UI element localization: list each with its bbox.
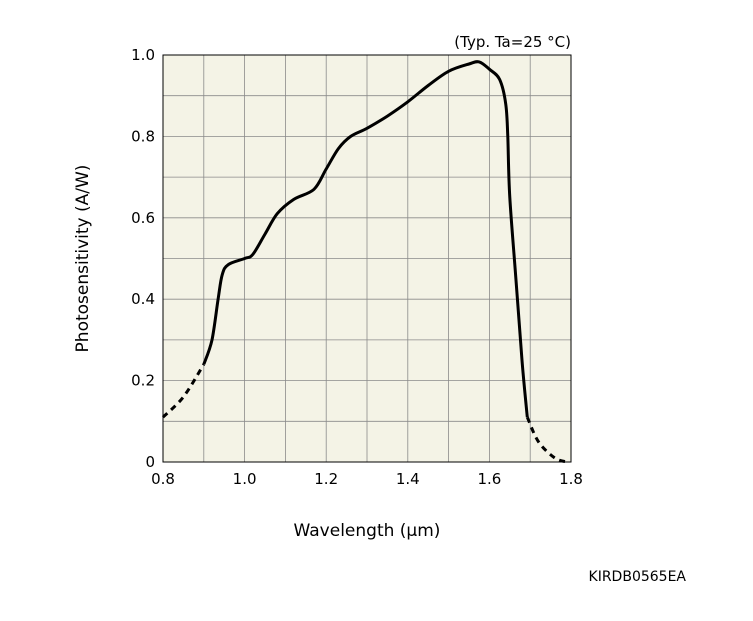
tick-labels: 0.8 1.0 1.2 1.4 1.6 1.8 0 0.2 0.4 0.6 0.8 1.0: [131, 46, 583, 488]
curve-segment-solid: [202, 60, 529, 418]
x-tick-label: 1.8: [559, 470, 583, 488]
x-tick-label: 1.4: [396, 470, 420, 488]
plot-frame: [162, 54, 572, 463]
y-axis-label: Photosensitivity (A/W): [73, 165, 93, 353]
y-tick-label: 0.4: [131, 290, 155, 308]
x-axis-label: Wavelength (μm): [294, 521, 441, 541]
condition-annotation: (Typ. Ta=25 °C): [454, 33, 571, 51]
sensitivity-curve: [161, 60, 568, 464]
x-tick-label: 1.6: [477, 470, 501, 488]
x-tick-label: 1.2: [314, 470, 338, 488]
figure-code: KIRDB0565EA: [589, 569, 687, 585]
y-tick-label: 0: [145, 453, 155, 471]
y-tick-label: 1.0: [131, 46, 155, 64]
y-tick-label: 0.8: [131, 127, 155, 145]
y-tick-label: 0.6: [131, 209, 155, 227]
x-tick-label: 1.0: [233, 470, 257, 488]
x-tick-label: 0.8: [151, 470, 175, 488]
y-tick-label: 0.2: [131, 372, 155, 390]
curve-segment-dashed: [525, 416, 568, 464]
curve-segment-dashed: [161, 363, 206, 419]
